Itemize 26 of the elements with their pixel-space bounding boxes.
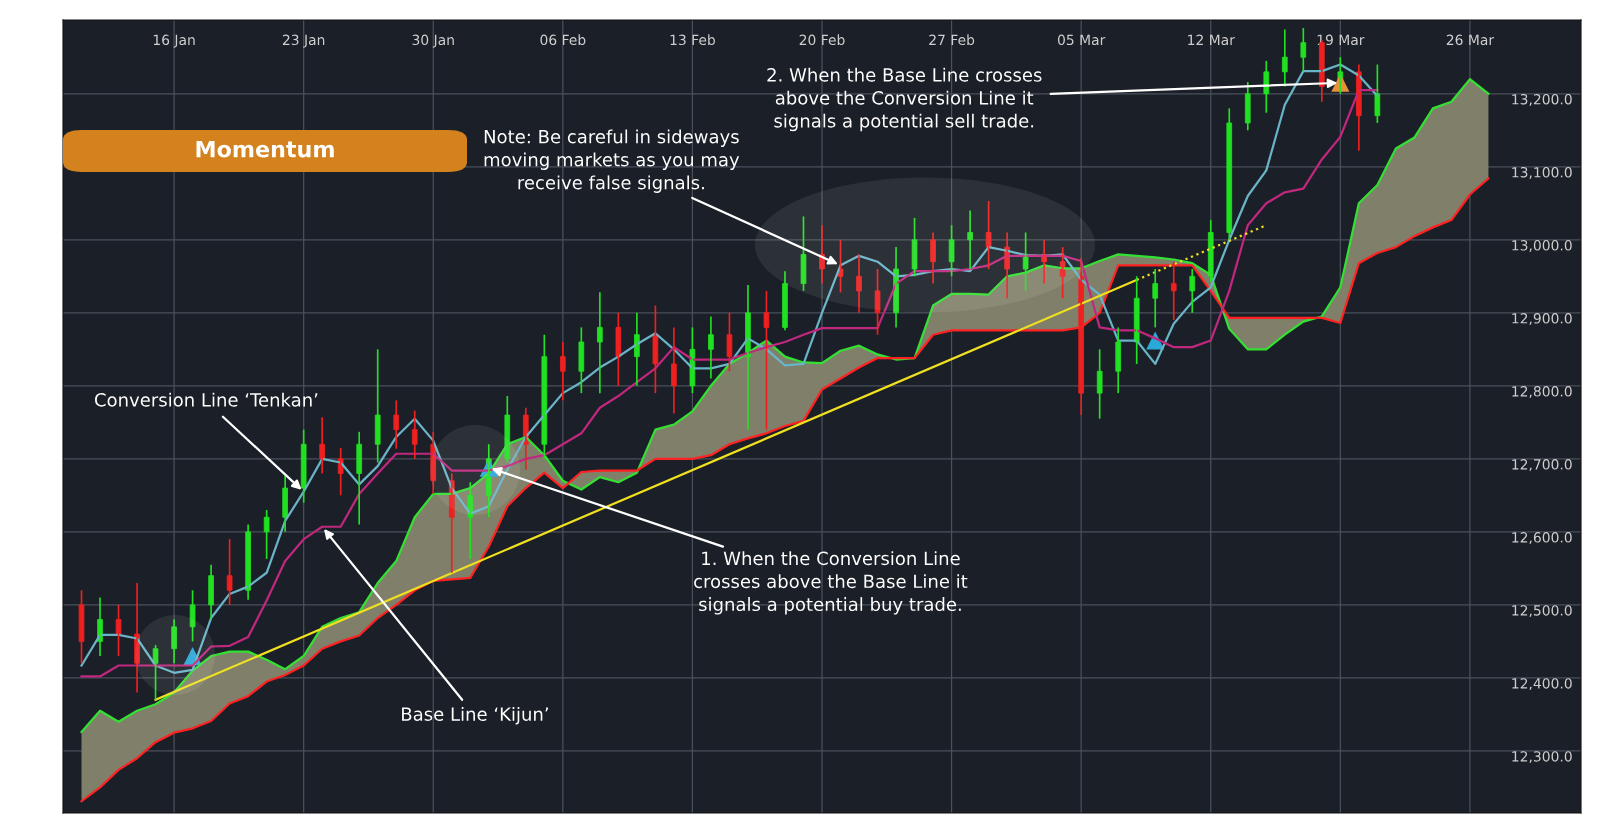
y-tick-label: 13,200.0 <box>1512 94 1572 106</box>
annotation: Conversion Line ‘Tenkan’ <box>94 392 318 407</box>
text: Momentum <box>196 140 334 158</box>
x-tick-label: 30 Jan <box>412 34 454 48</box>
x-tick-label: 27 Feb <box>929 34 975 46</box>
x-tick-label: 13 Feb <box>670 34 715 46</box>
x-tick-label: 26 Mar <box>1446 34 1495 46</box>
y-tick-label: 12,300.0 <box>1512 751 1572 764</box>
y-tick-label: 12,800.0 <box>1512 386 1572 398</box>
x-tick-label: 05 Mar <box>1057 34 1106 46</box>
y-tick-label: 12,600.0 <box>1512 532 1572 545</box>
y-tick-label: 13,000.0 <box>1512 240 1572 252</box>
y-tick-label: 12,900.0 <box>1512 313 1572 325</box>
x-tick-label: 06 Feb <box>540 34 586 46</box>
y-tick-label: 12,400.0 <box>1512 678 1572 691</box>
x-tick-label: 16 Jan <box>153 34 195 48</box>
annotation: Note: Be careful in sideways moving markets as you may receive false signals. <box>484 129 740 193</box>
annotation: Base Line ‘Kijun’ <box>402 706 549 725</box>
y-tick-label: 12,700.0 <box>1512 459 1572 472</box>
x-tick-label: 20 Feb <box>799 34 845 46</box>
x-tick-label: 12 Mar <box>1188 34 1235 46</box>
annotation: 1. When the Conversion Line crosses above the Base Line it signals a potential buy trade. <box>694 551 968 615</box>
x-tick-label: 23 Jan <box>282 34 325 48</box>
y-tick-label: 12,500.0 <box>1512 605 1572 618</box>
y-tick-label: 13,100.0 <box>1512 167 1572 179</box>
annotation: 2. When the Base Line crosses above the Conversion Line it signals a potential sell trade. <box>767 67 1042 132</box>
